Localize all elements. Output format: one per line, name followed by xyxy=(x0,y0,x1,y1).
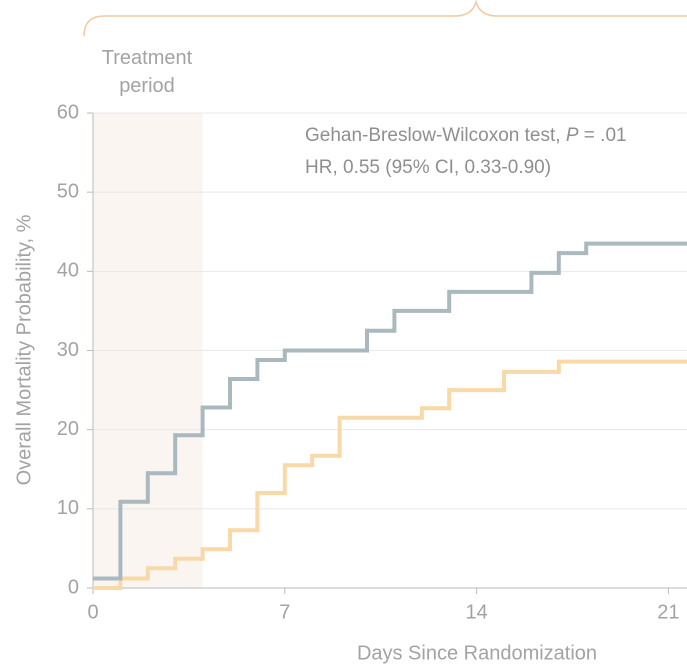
y-tick-label: 40 xyxy=(57,260,79,282)
annotation: Gehan-Breslow-Wilcoxon test, P = .01 xyxy=(305,125,627,146)
x-axis-label: Days Since Randomization xyxy=(357,642,597,664)
y-tick-label: 50 xyxy=(57,180,79,202)
x-tick-label: 14 xyxy=(465,601,487,623)
y-tick-label: 0 xyxy=(68,576,79,598)
y-tick-label: 10 xyxy=(57,497,79,519)
x-tick-label: 0 xyxy=(87,601,98,623)
y-tick-label: 20 xyxy=(57,418,79,440)
y-axis-label: Overall Mortality Probability, % xyxy=(13,214,35,485)
x-tick-label: 21 xyxy=(657,601,679,623)
annotation: HR, 0.55 (95% CI, 0.33-0.90) xyxy=(305,157,551,178)
shaded-region-label: Treatment period xyxy=(101,47,193,97)
y-tick-label: 60 xyxy=(57,101,79,123)
x-tick-label: 7 xyxy=(279,601,290,623)
y-tick-label: 30 xyxy=(57,339,79,361)
brace xyxy=(83,0,687,37)
